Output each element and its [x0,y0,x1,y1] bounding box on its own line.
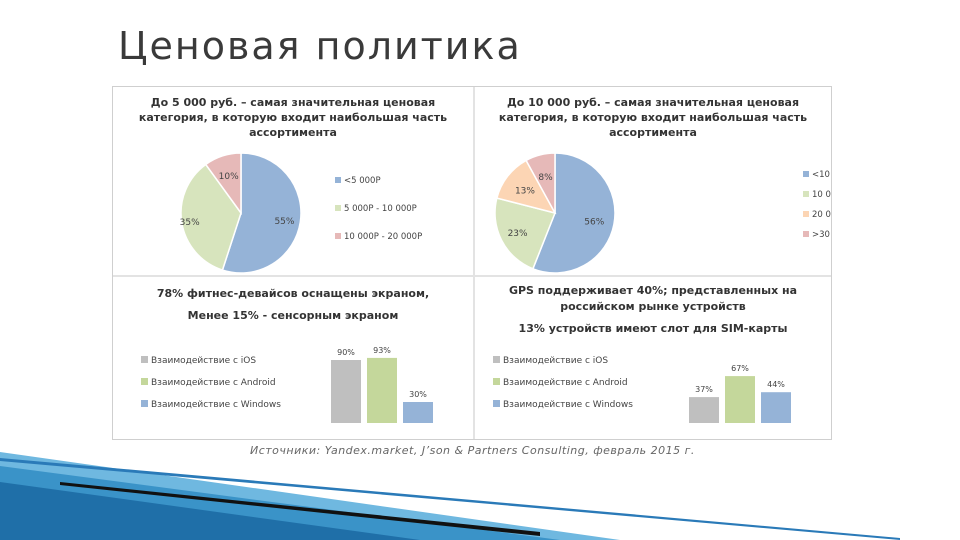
chart2-title-line: До 10 000 руб. – самая значительная цено… [506,96,800,109]
chart2-title: До 10 000 руб. – самая значительная цено… [475,95,831,140]
bar [689,397,719,423]
chart4-title-line: 13% устройств имеют слот для SIM-карты [518,322,788,335]
legend-swatch [335,177,341,183]
bar-value-label: 44% [767,380,785,389]
pie-slice [525,152,556,214]
decorative-stripes [0,452,900,540]
legend-swatch [335,205,341,211]
chart1-pie: 55% 35% 10% <5 000Р 5 000Р - 10 000Р 10 000Р … [180,152,422,274]
legend-swatch [141,378,148,385]
legend-label: Взаимодействие с Android [503,378,628,388]
legend-label: 10 000Р - 20 000Р [344,232,422,242]
chart2-title-line: ассортимента [609,126,697,139]
legend-swatch [493,356,500,363]
legend-swatch [141,400,148,407]
chart3-bar: Взаимодействие с iOS Взаимодействие с And… [141,346,433,423]
chart2-pie: 56% 23% 13%8% <10 000Р 10 000Р - 20 000Р 20 0… [494,152,831,274]
pie-slice-label: 23% [508,229,528,239]
deco-band-dark [0,482,420,540]
chart3-title: 78% фитнес-девайсов оснащены экраном, Ме… [113,283,473,327]
chart1-title-line: категория, в которую входит наибольшая ч… [138,111,448,124]
pie-slice-label: 13% [515,187,535,197]
pie-slice [204,152,242,216]
chart4-bar: Взаимодействие с iOS Взаимодействие с And… [493,356,791,423]
legend-swatch [803,191,809,197]
chart3-title-line: Менее 15% - сенсорным экраном [187,309,399,322]
source-note: Источники: Yandex.market, J’son & Partne… [250,444,695,457]
chart1-title-line: До 5 000 руб. – самая значительная ценов… [150,96,436,109]
deco-line-black [60,482,540,536]
bar-value-label: 37% [695,385,713,394]
bar [403,402,433,423]
bar-value-label: 90% [337,348,355,357]
legend-label: Взаимодействие с Windows [503,400,633,410]
pie-slice [180,163,242,272]
bar-value-label: 67% [731,364,749,373]
vertical-divider [473,87,475,439]
chart4-title-line: GPS поддерживает 40%; представленных на [508,284,798,297]
legend-swatch [493,400,500,407]
legend-label: Взаимодействие с Windows [151,400,281,410]
legend-label: Взаимодействие с iOS [503,356,608,366]
chart1-title: До 5 000 руб. – самая значительная ценов… [113,95,473,140]
bar-value-label: 93% [373,346,391,355]
legend-label: 20 000Р - 30 000Р [812,210,831,220]
legend-swatch [493,378,500,385]
legend-label: 5 000Р - 10 000Р [344,204,417,214]
pie-slice-label: 8% [538,173,553,183]
pie-slice-label: 56% [584,217,604,227]
pie-slice [494,197,557,270]
legend-label: <5 000Р [344,176,381,186]
slide-title: Ценовая политика [118,24,522,68]
legend-swatch [141,356,148,363]
pie-slice [221,152,302,274]
chart3-title-line: 78% фитнес-девайсов оснащены экраном, [156,287,430,300]
legend-swatch [803,231,809,237]
legend-swatch [335,233,341,239]
horizontal-divider [113,275,831,277]
pie-slice-label: 10% [219,172,239,182]
legend-label: 10 000Р - 20 000Р [812,190,831,200]
chart4-title: GPS поддерживает 40%; представленных на … [475,283,831,337]
chart1-title-line: ассортимента [249,126,337,139]
bar [761,392,791,423]
legend-swatch [803,171,809,177]
chart2-title-line: категория, в которую входит наибольшая ч… [498,111,808,124]
bar [725,376,755,423]
legend-label: Взаимодействие с iOS [151,356,256,366]
chart4-title-line: российском рынке устройств [560,300,746,313]
charts-panel: До 5 000 руб. – самая значительная ценов… [112,86,832,440]
legend-swatch [803,211,809,217]
legend-label: Взаимодействие с Android [151,378,276,388]
pie-slice-label: 35% [180,218,200,228]
legend-label: >30 000Р [812,230,831,240]
deco-line-blue [0,458,900,540]
bar [367,357,397,423]
bar-value-label: 30% [409,390,427,399]
legend-label: <10 000Р [812,170,831,180]
pie-slice-label: 55% [274,217,294,227]
bar [331,360,361,423]
pie-slice [531,152,616,274]
